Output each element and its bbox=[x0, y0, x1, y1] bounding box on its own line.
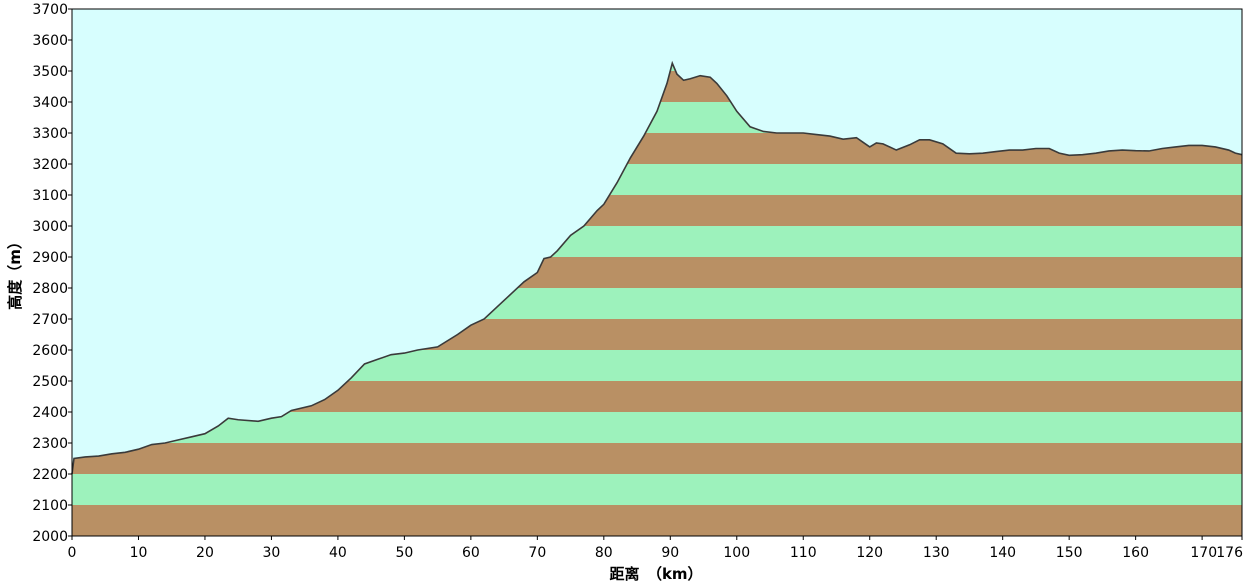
x-axis-title: 距离 （km） bbox=[609, 565, 702, 583]
x-tick-label: 60 bbox=[462, 545, 480, 561]
x-tick-label: 100 bbox=[723, 545, 750, 561]
y-tick-label: 3100 bbox=[32, 188, 68, 204]
y-tick-label: 2200 bbox=[32, 467, 68, 483]
y-tick-label: 3300 bbox=[32, 126, 68, 142]
y-tick-label: 2500 bbox=[32, 374, 68, 390]
elevation-band bbox=[72, 474, 1242, 505]
plot-frame bbox=[71, 8, 1243, 537]
x-tick-label: 176 bbox=[1216, 545, 1243, 561]
elevation-band bbox=[72, 443, 1242, 474]
x-tick-label: 30 bbox=[263, 545, 281, 561]
y-tick-label: 2800 bbox=[32, 281, 68, 297]
x-tick-label: 0 bbox=[68, 545, 77, 561]
y-tick-label: 3600 bbox=[32, 33, 68, 49]
x-tick-label: 110 bbox=[790, 545, 817, 561]
x-tick-label: 50 bbox=[395, 545, 413, 561]
y-tick-label: 3700 bbox=[32, 2, 68, 18]
x-tick-label: 80 bbox=[595, 545, 613, 561]
x-tick-label: 160 bbox=[1122, 545, 1149, 561]
x-tick-label: 170 bbox=[1190, 545, 1217, 561]
elevation-outline bbox=[71, 60, 1243, 475]
x-tick-label: 90 bbox=[661, 545, 679, 561]
y-tick-label: 2900 bbox=[32, 250, 68, 266]
y-axis: 2000 2100 2200 2300 2400 2500 2600 2700 2800 2900… bbox=[32, 2, 72, 545]
x-tick-label: 10 bbox=[130, 545, 148, 561]
y-tick-label: 2300 bbox=[32, 436, 68, 452]
y-tick-label: 3400 bbox=[32, 95, 68, 111]
elevation-band bbox=[72, 505, 1242, 536]
x-tick-label: 130 bbox=[923, 545, 950, 561]
y-tick-label: 2400 bbox=[32, 405, 68, 421]
y-tick-label: 2700 bbox=[32, 312, 68, 328]
y-tick-label: 3500 bbox=[32, 64, 68, 80]
y-tick-label: 3200 bbox=[32, 157, 68, 173]
y-tick-label: 3000 bbox=[32, 219, 68, 235]
x-tick-label: 120 bbox=[856, 545, 883, 561]
y-tick-label: 2000 bbox=[32, 529, 68, 545]
x-tick-label: 150 bbox=[1056, 545, 1083, 561]
y-axis-title: 高度（m） bbox=[6, 234, 24, 310]
x-tick-label: 140 bbox=[989, 545, 1016, 561]
y-tick-label: 2100 bbox=[32, 498, 68, 514]
x-axis: 0 10 20 30 40 50 60 70 80 90 100 110 120 130 140 150 160… bbox=[68, 536, 1243, 561]
x-tick-label: 70 bbox=[528, 545, 546, 561]
y-tick-label: 2600 bbox=[32, 343, 68, 359]
x-tick-label: 20 bbox=[196, 545, 214, 561]
x-tick-label: 40 bbox=[329, 545, 347, 561]
